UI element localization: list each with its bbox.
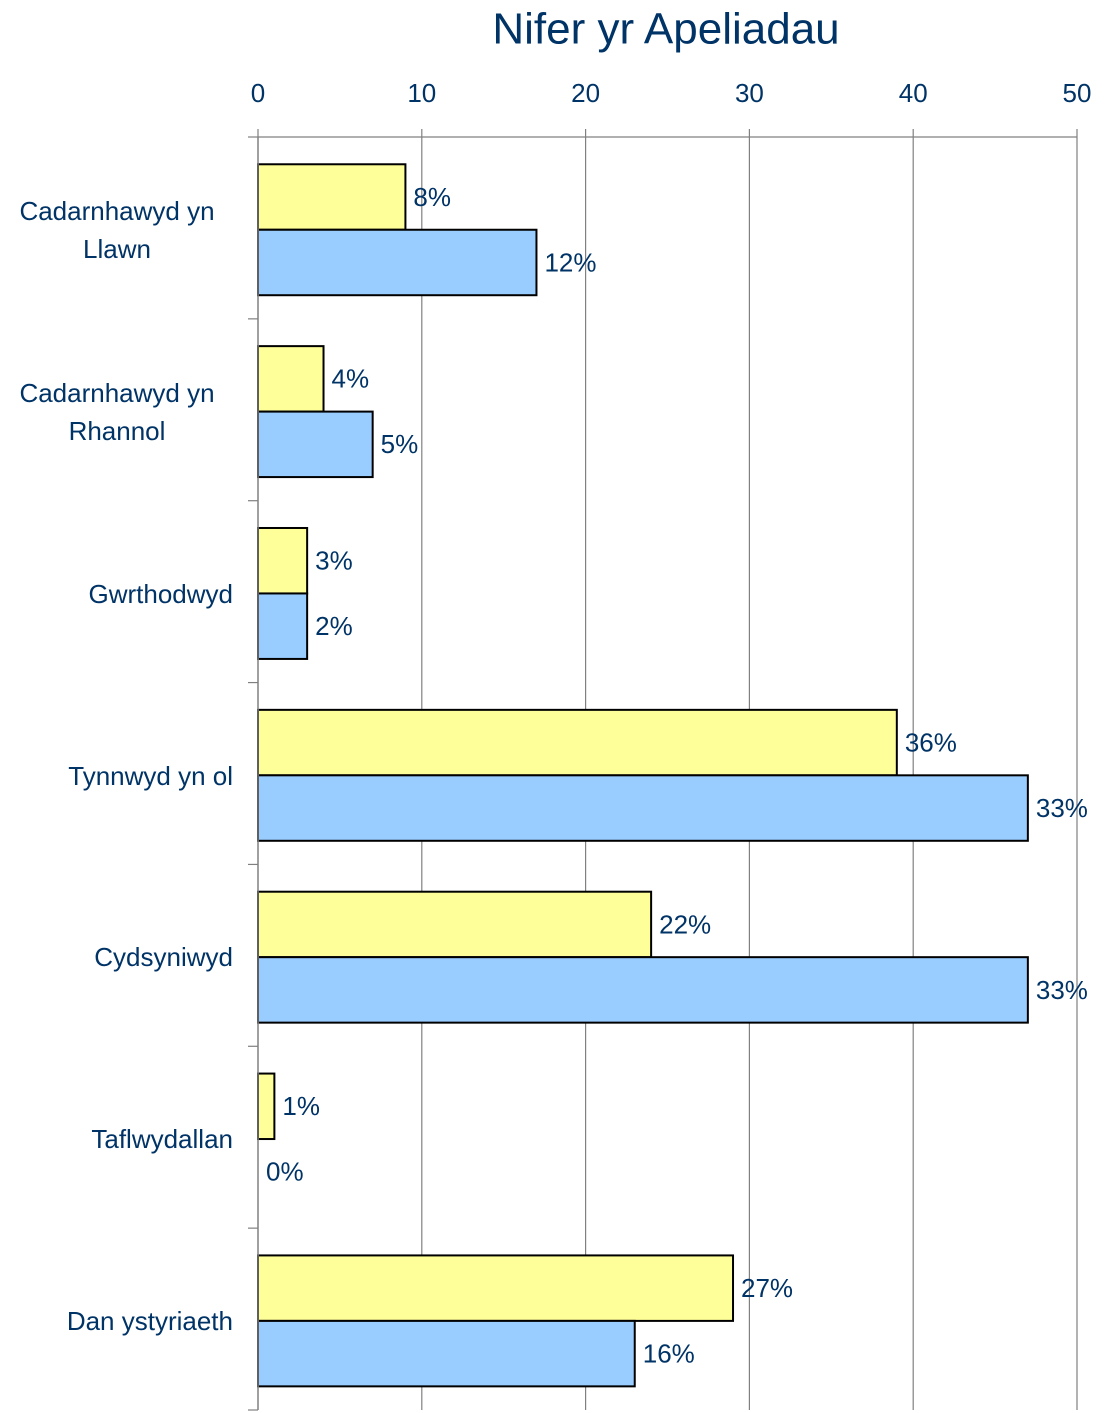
bar <box>257 163 407 231</box>
data-label: 4% <box>332 364 370 394</box>
data-label: 36% <box>905 727 957 757</box>
bar <box>257 1254 735 1322</box>
data-label: 27% <box>741 1273 793 1303</box>
x-tick-label: 0 <box>251 78 265 108</box>
y-tick-label-box: Tynnwyd yn ol <box>0 757 233 795</box>
data-label: 33% <box>1036 975 1088 1005</box>
x-tick-label: 50 <box>1063 78 1092 108</box>
y-tick-label: Tynnwyd yn ol <box>68 760 233 791</box>
data-label: 22% <box>659 909 711 939</box>
bar <box>257 956 1029 1024</box>
data-label: 33% <box>1036 793 1088 823</box>
data-label: 3% <box>315 546 353 576</box>
x-tick-label: 10 <box>407 78 436 108</box>
x-tick-label: 20 <box>571 78 600 108</box>
data-label: 0% <box>266 1157 304 1187</box>
y-tick-label: Cadarnhawyd yn Rhannol <box>19 377 215 446</box>
y-tick-label-box: Taflwydallan <box>0 1120 233 1158</box>
y-tick-label-box: Cadarnhawyd yn Rhannol <box>0 374 233 450</box>
bar <box>257 345 325 413</box>
bar <box>257 228 538 297</box>
data-label: 1% <box>282 1091 320 1121</box>
y-tick-label: Cydsyniwyd <box>94 942 233 973</box>
bar <box>257 708 898 777</box>
bar <box>257 410 374 479</box>
y-tick-label: Dan ystyriaeth <box>66 1306 233 1337</box>
bar <box>257 1072 276 1141</box>
y-tick-label: Cadarnhawyd yn Llawn <box>19 195 215 264</box>
bar <box>257 592 309 660</box>
bar <box>257 774 1029 842</box>
data-label: 12% <box>544 247 596 277</box>
x-tick-label: 40 <box>899 78 928 108</box>
y-tick-label: Gwrthodwyd <box>88 578 234 609</box>
bar <box>257 890 653 959</box>
y-tick-label-box: Cadarnhawyd yn Llawn <box>0 192 233 268</box>
y-tick-label-box: Gwrthodwyd <box>0 575 234 613</box>
data-label: 16% <box>643 1338 695 1368</box>
y-tick-label-box: Cydsyniwyd <box>0 938 233 976</box>
y-tick-label-box: Dan ystyriaeth <box>0 1302 233 1340</box>
data-label: 2% <box>315 611 353 641</box>
data-label: 8% <box>413 182 451 212</box>
bar <box>257 1319 636 1388</box>
data-label: 5% <box>381 429 419 459</box>
x-tick-label: 30 <box>735 78 764 108</box>
chart-title: Nifer yr Apeliadau <box>492 5 839 54</box>
y-tick-label: Taflwydallan <box>91 1124 233 1155</box>
bar <box>257 526 309 595</box>
